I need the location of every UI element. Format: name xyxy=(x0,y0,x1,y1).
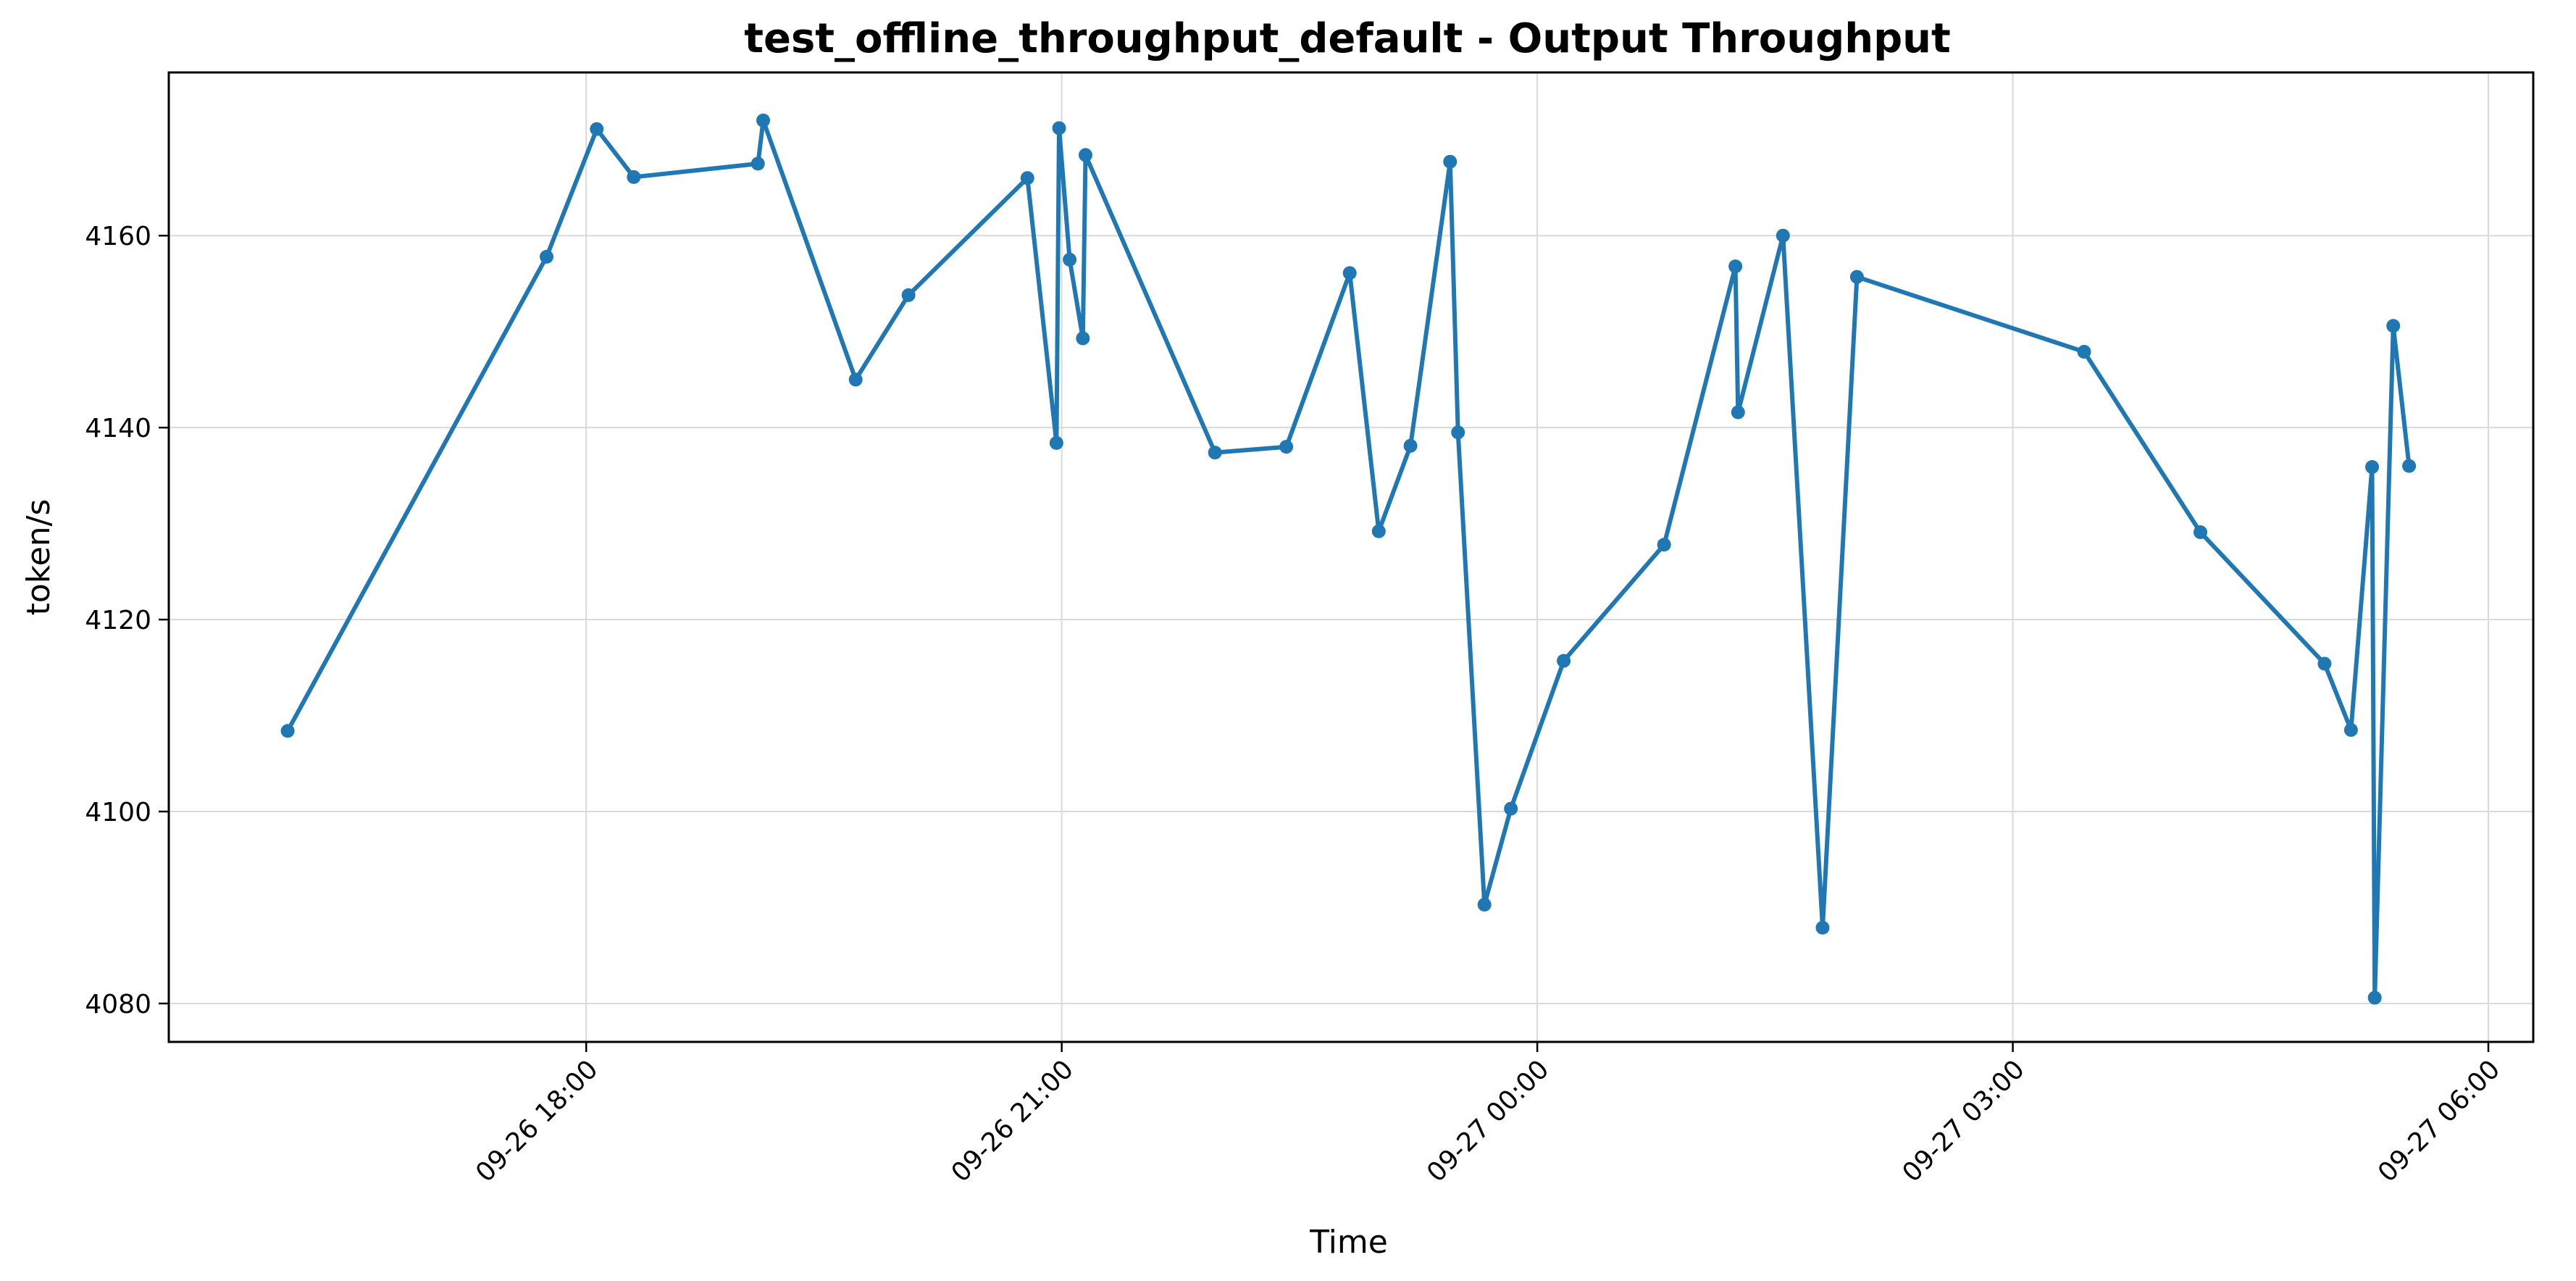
data-point xyxy=(1849,270,1864,284)
data-point xyxy=(2193,525,2207,540)
data-point xyxy=(1403,438,1418,453)
data-point xyxy=(1443,154,1458,169)
y-tick-label: 4080 xyxy=(85,990,151,1019)
series-layer xyxy=(280,113,2417,1005)
data-point xyxy=(1063,252,1077,267)
plot-area-frame xyxy=(167,71,2535,1043)
data-point xyxy=(1076,331,1090,346)
y-tick-label: 4100 xyxy=(85,798,151,827)
data-point xyxy=(2402,459,2417,473)
y-tick-label: 4160 xyxy=(85,222,151,251)
data-point xyxy=(1371,524,1386,538)
data-point xyxy=(1728,259,1743,274)
data-point xyxy=(750,157,765,171)
data-point xyxy=(1504,801,1518,816)
data-point xyxy=(280,724,295,738)
data-point xyxy=(2317,656,2332,671)
data-point xyxy=(540,249,554,264)
data-point xyxy=(1208,446,1222,460)
chart-title: test_offline_throughput_default - Output… xyxy=(744,15,1951,62)
data-point xyxy=(2343,722,2358,737)
y-tick-label: 4120 xyxy=(85,606,151,635)
data-point xyxy=(627,170,641,184)
data-point xyxy=(1557,654,1571,668)
data-point xyxy=(1815,920,1830,935)
grid-lines xyxy=(169,72,2533,1042)
data-point xyxy=(1052,121,1066,135)
data-point xyxy=(1020,171,1034,185)
y-tick-label: 4140 xyxy=(85,414,151,443)
data-point xyxy=(1342,266,1357,280)
data-point xyxy=(1657,538,1671,552)
data-point xyxy=(901,288,916,302)
data-point xyxy=(2386,319,2401,333)
series-line xyxy=(285,118,2412,1001)
data-point xyxy=(1279,440,1294,454)
data-point xyxy=(2365,459,2380,474)
data-point xyxy=(848,372,863,387)
data-point xyxy=(1731,405,1745,420)
data-point xyxy=(590,122,604,136)
data-point xyxy=(1078,148,1092,162)
data-point xyxy=(1451,425,1465,440)
x-axis-label: Time xyxy=(1309,1224,1388,1261)
data-point xyxy=(1477,898,1492,912)
data-point xyxy=(2367,990,2382,1005)
data-point xyxy=(1049,435,1063,450)
data-point xyxy=(1776,228,1790,243)
y-axis-ticks: 4080 4100 4120 4140 4160 xyxy=(85,222,169,1019)
data-point xyxy=(2077,345,2091,359)
y-axis-label: token/s xyxy=(20,499,57,616)
data-point xyxy=(756,113,771,128)
